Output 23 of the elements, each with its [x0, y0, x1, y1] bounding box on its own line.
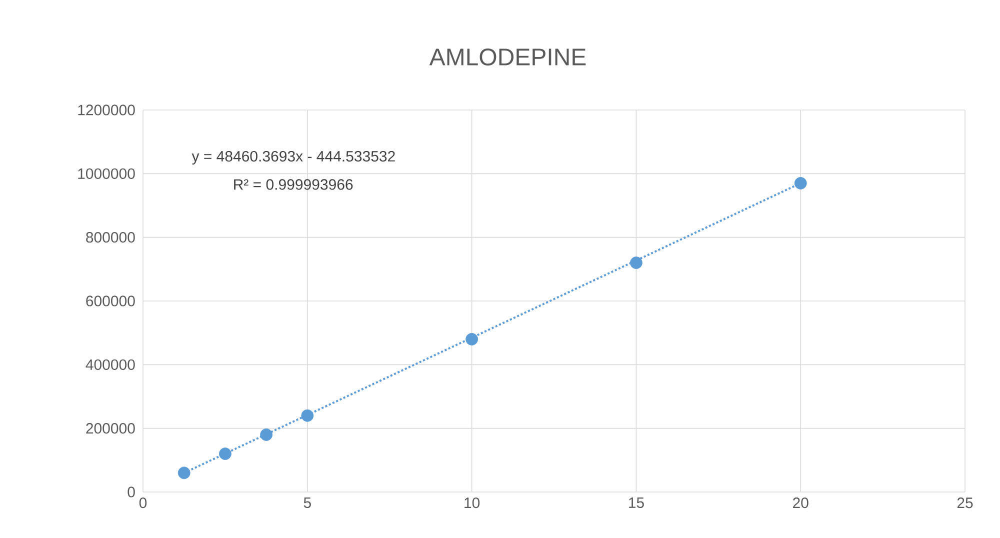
x-tick-label: 0: [139, 498, 147, 508]
point: [794, 177, 807, 190]
point: [178, 466, 190, 480]
y-tick-label: 1200000: [78, 104, 135, 116]
point: [466, 333, 478, 346]
chart-title: AMLODEPINE: [429, 48, 586, 66]
x-tick-label: 25: [957, 498, 973, 508]
x-tick-label: 20: [793, 498, 808, 508]
y-tick-label: 600000: [86, 296, 135, 306]
y-tick-label: 1000000: [78, 168, 135, 179]
y-tick-label: 0: [128, 486, 135, 498]
y-tick-label: 400000: [86, 359, 135, 370]
annotation: y = 48460.3693x - 444.533532: [192, 150, 395, 165]
y-tick-label: 800000: [86, 232, 135, 243]
y-tick-label: 200000: [86, 423, 135, 434]
annotation: R² = 0.999993966: [234, 179, 353, 190]
x-tick-label: 5: [304, 498, 311, 508]
point: [260, 428, 273, 441]
point: [301, 409, 314, 422]
x-tick-label: 15: [629, 498, 644, 508]
point: [219, 448, 232, 460]
x-tick-label: 10: [464, 498, 480, 508]
point: [630, 256, 642, 269]
